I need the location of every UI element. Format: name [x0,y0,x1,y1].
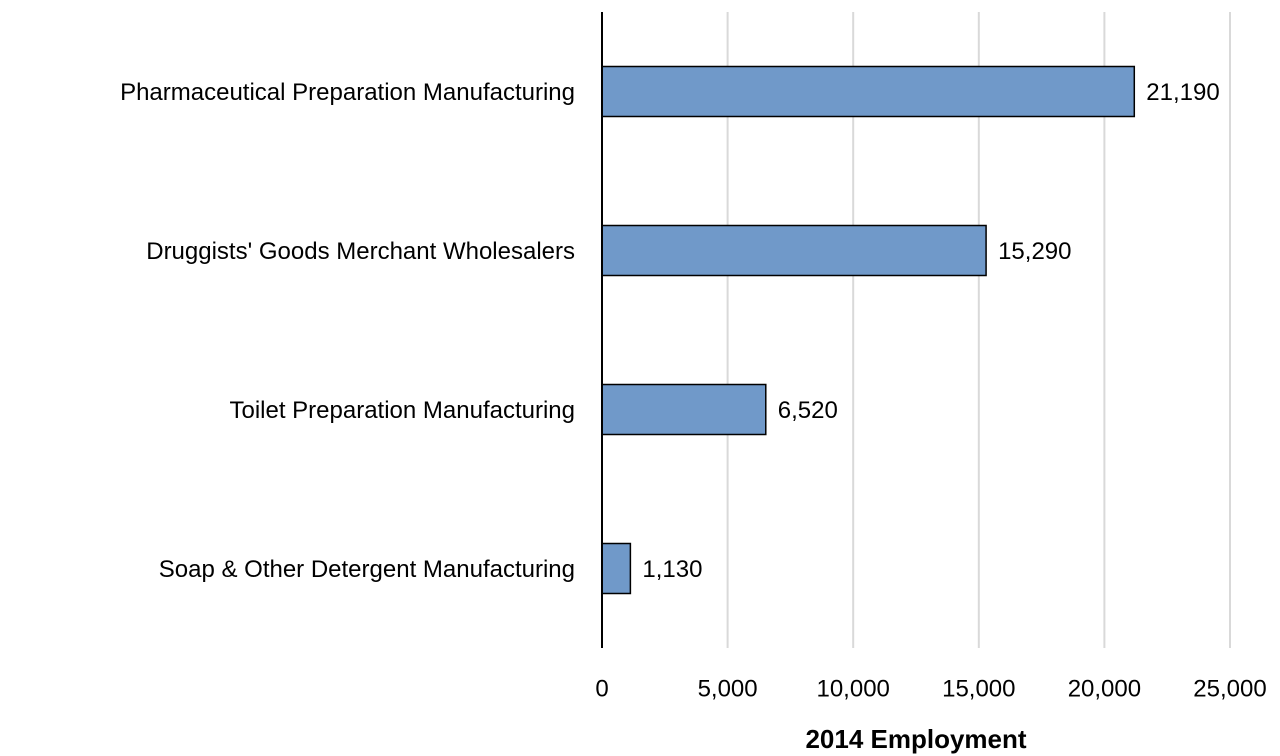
x-tick-label: 15,000 [942,675,1015,702]
y-tick-label: Toilet Preparation Manufacturing [229,397,575,424]
y-tick-label: Soap & Other Detergent Manufacturing [159,556,575,583]
bar [601,383,767,436]
value-label: 15,290 [998,238,1071,265]
x-tick-label: 10,000 [816,675,889,702]
bar [601,65,1136,118]
value-label: 6,520 [778,397,838,424]
x-axis-title: 2014 Employment [805,724,1026,754]
x-tick-label: 5,000 [698,675,758,702]
bar [601,542,632,595]
bar [601,224,987,277]
value-label: 21,190 [1146,79,1219,106]
x-tick-label: 20,000 [1068,675,1141,702]
y-tick-label: Pharmaceutical Preparation Manufacturing [120,79,575,106]
x-tick-label: 25,000 [1193,675,1266,702]
y-tick-label: Druggists' Goods Merchant Wholesalers [146,238,575,265]
value-label: 1,130 [642,556,702,583]
x-tick-label: 0 [595,675,608,702]
